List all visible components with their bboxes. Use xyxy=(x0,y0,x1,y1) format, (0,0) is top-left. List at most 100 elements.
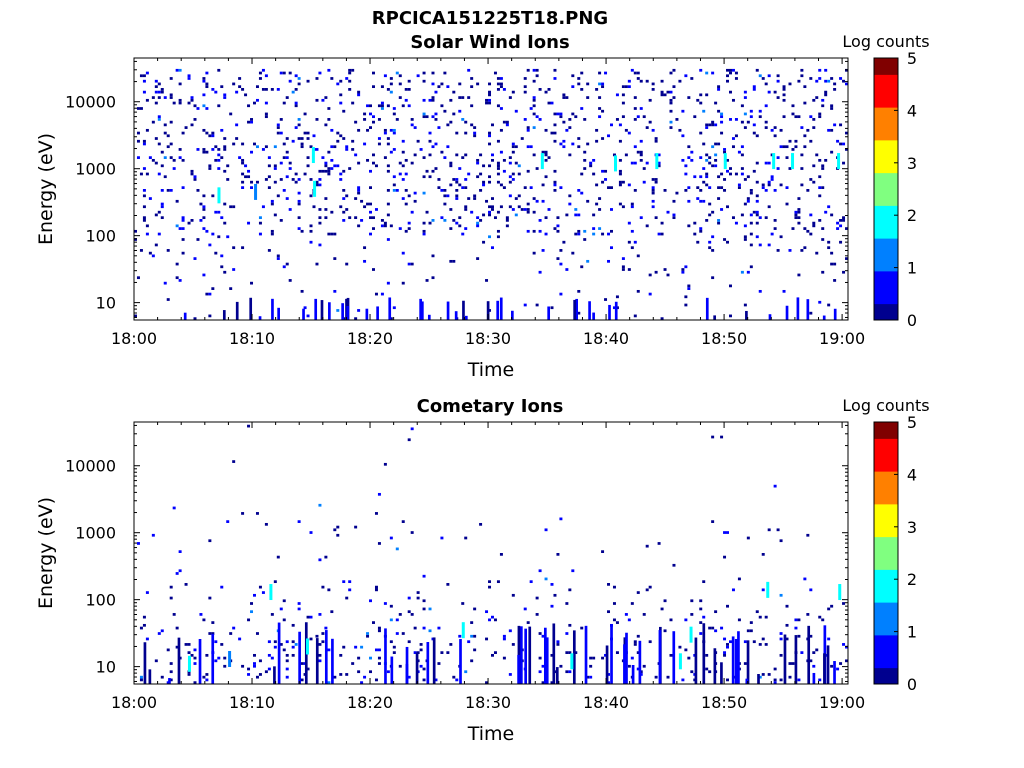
colorbar-segment xyxy=(874,585,898,591)
heatmap-cell xyxy=(386,88,390,91)
heatmap-cell xyxy=(529,107,533,110)
heatmap-cell xyxy=(220,156,224,159)
heatmap-cell xyxy=(541,183,545,187)
heatmap-cell xyxy=(357,656,361,660)
heatmap-cell xyxy=(413,126,417,129)
colorbar-segment xyxy=(874,618,898,624)
heatmap-cell xyxy=(708,123,712,127)
heatmap-cell xyxy=(306,667,310,671)
heatmap-cell xyxy=(636,77,640,80)
heatmap-cell xyxy=(318,243,322,247)
figure-title: RPCICA151225T18.PNG xyxy=(372,8,608,29)
heatmap-cell xyxy=(413,191,417,195)
heatmap-cell xyxy=(181,227,185,230)
heatmap-cell xyxy=(386,142,390,146)
heatmap-streak xyxy=(421,301,424,320)
heatmap-cell xyxy=(711,235,715,239)
heatmap-cell xyxy=(818,175,822,179)
heatmap-cell xyxy=(696,197,700,200)
heatmap-cell xyxy=(550,101,554,105)
heatmap-cell xyxy=(139,678,143,682)
heatmap-cell xyxy=(175,645,179,649)
heatmap-cell xyxy=(357,189,361,192)
heatmap-cell xyxy=(767,528,771,532)
heatmap-cell xyxy=(485,279,489,282)
heatmap-cell xyxy=(553,139,557,143)
heatmap-cell xyxy=(297,191,301,195)
heatmap-cell xyxy=(202,77,206,80)
heatmap-cell xyxy=(324,626,328,630)
colorbar-segment xyxy=(874,283,898,288)
heatmap-cell xyxy=(142,219,146,222)
heatmap-cell xyxy=(217,235,221,239)
heatmap-cell xyxy=(309,194,313,198)
heatmap-cell xyxy=(699,175,703,179)
heatmap-cell xyxy=(339,178,343,181)
heatmap-cell xyxy=(687,186,691,189)
colorbar-segment xyxy=(874,127,898,133)
heatmap-cell xyxy=(577,77,581,80)
heatmap-cell xyxy=(523,186,527,189)
heatmap-cell xyxy=(395,547,399,551)
heatmap-cell xyxy=(633,314,637,318)
heatmap-cell xyxy=(770,153,774,157)
heatmap-cell xyxy=(821,270,825,274)
heatmap-cell xyxy=(297,202,301,206)
heatmap-cell xyxy=(699,189,703,192)
heatmap-streak xyxy=(720,662,723,684)
heatmap-cell xyxy=(410,161,414,165)
heatmap-highlight xyxy=(678,653,682,670)
heatmap-cell xyxy=(633,643,637,646)
heatmap-cell xyxy=(473,648,477,652)
heatmap-cell xyxy=(369,232,372,236)
heatmap-cell xyxy=(621,268,625,271)
heatmap-cell xyxy=(220,85,224,89)
heatmap-cell xyxy=(279,607,283,611)
heatmap-cell xyxy=(348,580,352,584)
heatmap-cell xyxy=(794,216,798,220)
heatmap-cell xyxy=(446,123,450,127)
heatmap-cell xyxy=(342,197,346,200)
heatmap-cell xyxy=(160,629,164,633)
heatmap-cell xyxy=(398,74,402,78)
heatmap-cell xyxy=(821,227,825,230)
colorbar-segment xyxy=(874,679,898,685)
heatmap-cell xyxy=(505,123,509,127)
heatmap-cell xyxy=(612,585,616,589)
heatmap-cell xyxy=(491,615,494,619)
y-tick-label: 1000 xyxy=(75,524,116,543)
heatmap-cell xyxy=(339,673,343,676)
heatmap-cell xyxy=(580,71,584,75)
heatmap-cell xyxy=(202,216,206,220)
heatmap-cell xyxy=(309,229,313,233)
plot-area-cometary[interactable] xyxy=(134,422,848,684)
heatmap-cell xyxy=(476,175,480,179)
heatmap-cell xyxy=(535,115,539,119)
heatmap-cell xyxy=(687,199,691,203)
heatmap-cell xyxy=(461,96,465,99)
heatmap-cell xyxy=(788,249,792,252)
heatmap-highlight xyxy=(838,584,842,601)
heatmap-cell xyxy=(833,82,837,86)
heatmap-cell xyxy=(752,169,756,173)
heatmap-cell xyxy=(422,156,426,159)
heatmap-cell xyxy=(488,180,492,184)
heatmap-cell xyxy=(431,276,435,280)
heatmap-cell xyxy=(336,131,340,135)
heatmap-streak xyxy=(672,631,676,684)
heatmap-cell xyxy=(401,197,405,200)
heatmap-cell xyxy=(339,79,343,83)
heatmap-cell xyxy=(297,520,301,523)
heatmap-cell xyxy=(443,194,447,198)
heatmap-cell xyxy=(627,221,631,225)
heatmap-cell xyxy=(306,79,310,83)
heatmap-cell xyxy=(726,74,729,78)
heatmap-cell xyxy=(517,172,521,176)
heatmap-cell xyxy=(422,112,426,116)
heatmap-cell xyxy=(476,224,480,228)
heatmap-cell xyxy=(330,210,334,214)
heatmap-cell xyxy=(663,599,667,603)
heatmap-cell xyxy=(250,150,254,154)
heatmap-cell xyxy=(743,112,747,116)
heatmap-cell xyxy=(720,112,724,116)
